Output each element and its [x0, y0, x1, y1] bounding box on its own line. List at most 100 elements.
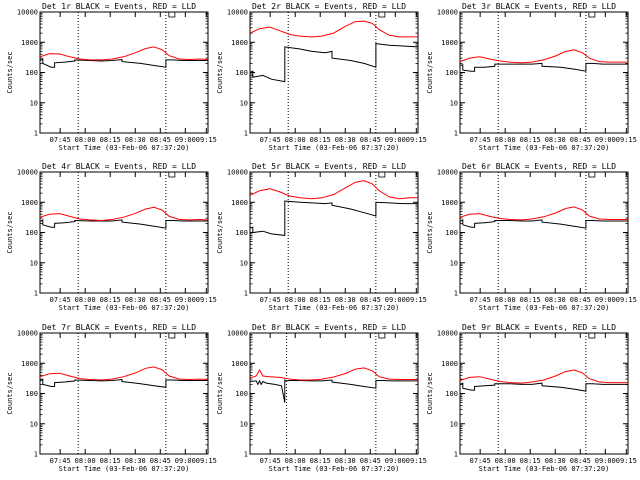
panel-title: Det 3r BLACK = Events, RED = LLD — [462, 2, 616, 11]
y-tick-label: 1 — [244, 290, 248, 298]
plot-frame — [249, 11, 419, 134]
x-tick-label: 08:30 — [545, 296, 566, 304]
y-tick-label: 1000 — [231, 199, 248, 207]
detector-panel-5: Det 5r BLACK = Events, RED = LLD 1 10 100 10… — [216, 162, 427, 312]
marker-box — [588, 171, 596, 178]
x-tick-label: 08:00 — [285, 136, 306, 144]
x-tick-label: 07:45 — [470, 136, 491, 144]
x-tick-label: 08:45 — [570, 296, 591, 304]
y-axis-label: Counts/sec — [216, 51, 224, 93]
y-axis-label: Counts/sec — [426, 51, 434, 93]
x-axis-label: Start Time (03-Feb-06 07:37:20) — [59, 304, 190, 312]
detector-panel-2: Det 2r BLACK = Events, RED = LLD 1 10 100 10… — [216, 2, 427, 152]
x-tick-label: 09:15 — [406, 457, 427, 465]
x-tick-label: 08:15 — [520, 296, 541, 304]
y-axis-label: Counts/sec — [6, 51, 14, 93]
y-tick-label: 1 — [34, 130, 38, 138]
x-tick-label: 08:30 — [335, 296, 356, 304]
x-tick-label: 08:30 — [125, 136, 146, 144]
x-tick-label: 07:45 — [260, 457, 281, 465]
panel-title: Det 2r BLACK = Events, RED = LLD — [252, 2, 406, 11]
y-axis-label: Counts/sec — [426, 372, 434, 414]
marker-box — [378, 332, 386, 339]
x-tick-label: 08:15 — [310, 296, 331, 304]
y-tick-label: 1 — [454, 451, 458, 459]
x-axis-label: Start Time (03-Feb-06 07:37:20) — [479, 465, 610, 473]
y-tick-label: 1000 — [21, 360, 38, 368]
x-tick-label: 09:15 — [406, 136, 427, 144]
series-events-line — [249, 43, 419, 83]
x-tick-label: 07:45 — [260, 136, 281, 144]
series-events-line — [39, 58, 208, 68]
detector-panel-9: Det 9r BLACK = Events, RED = LLD 1 10 100 10… — [426, 323, 637, 473]
x-tick-label: 08:30 — [125, 296, 146, 304]
y-tick-label: 1 — [244, 130, 248, 138]
x-tick-label: 08:45 — [360, 457, 381, 465]
plot-frame — [39, 171, 209, 294]
y-tick-label: 100 — [445, 229, 458, 237]
x-tick-label: 09:00 — [385, 457, 406, 465]
x-tick-label: 08:30 — [335, 457, 356, 465]
panel-title: Det 4r BLACK = Events, RED = LLD — [42, 162, 196, 171]
x-tick-label: 08:30 — [125, 457, 146, 465]
y-tick-label: 100 — [445, 69, 458, 77]
x-tick-label: 08:15 — [310, 457, 331, 465]
x-tick-label: 08:15 — [520, 457, 541, 465]
y-axis-label: Counts/sec — [426, 211, 434, 253]
x-tick-label: 09:00 — [175, 457, 196, 465]
x-tick-label: 07:45 — [50, 296, 71, 304]
x-axis-label: Start Time (03-Feb-06 07:37:20) — [269, 144, 400, 152]
detector-panel-3: Det 3r BLACK = Events, RED = LLD 1 10 100 10… — [426, 2, 637, 152]
series-events-line — [249, 200, 418, 236]
y-tick-label: 100 — [235, 69, 248, 77]
marker-box — [168, 171, 176, 178]
panel-title: Det 8r BLACK = Events, RED = LLD — [252, 323, 406, 332]
y-tick-label: 100 — [25, 69, 38, 77]
y-axis-label: Counts/sec — [216, 372, 224, 414]
plot-frame — [459, 171, 629, 294]
x-tick-label: 09:00 — [385, 136, 406, 144]
plot-frame — [39, 332, 209, 455]
plot-frame — [39, 11, 209, 134]
x-axis-label: Start Time (03-Feb-06 07:37:20) — [59, 144, 190, 152]
panel-title: Det 1r BLACK = Events, RED = LLD — [42, 2, 196, 11]
y-tick-label: 100 — [235, 229, 248, 237]
x-tick-label: 08:00 — [75, 457, 96, 465]
x-tick-label: 09:00 — [385, 296, 406, 304]
x-tick-label: 08:45 — [570, 136, 591, 144]
x-axis-label: Start Time (03-Feb-06 07:37:20) — [269, 304, 400, 312]
y-tick-label: 1000 — [231, 360, 248, 368]
x-tick-label: 08:15 — [100, 136, 121, 144]
y-tick-label: 1000 — [231, 39, 248, 47]
series-lld-line — [39, 366, 209, 381]
detector-panel-7: Det 7r BLACK = Events, RED = LLD 1 10 100 10… — [6, 323, 217, 473]
x-tick-label: 08:30 — [335, 136, 356, 144]
x-axis-label: Start Time (03-Feb-06 07:37:20) — [269, 465, 400, 473]
y-tick-label: 10 — [30, 259, 38, 267]
marker-box — [168, 11, 176, 18]
y-axis-label: Counts/sec — [216, 211, 224, 253]
y-tick-label: 10 — [450, 420, 458, 428]
x-tick-label: 09:15 — [196, 296, 217, 304]
x-tick-label: 08:00 — [285, 296, 306, 304]
x-tick-label: 08:00 — [495, 457, 516, 465]
panel-title: Det 9r BLACK = Events, RED = LLD — [462, 323, 616, 332]
x-tick-label: 08:00 — [495, 296, 516, 304]
x-tick-label: 08:30 — [545, 457, 566, 465]
y-tick-label: 1 — [34, 451, 38, 459]
y-tick-label: 1000 — [21, 199, 38, 207]
y-tick-label: 10 — [30, 420, 38, 428]
y-tick-label: 10 — [240, 259, 248, 267]
series-events-line — [39, 219, 208, 229]
x-tick-label: 08:45 — [150, 136, 171, 144]
x-tick-label: 08:00 — [285, 457, 306, 465]
y-tick-label: 10 — [30, 99, 38, 107]
y-axis-label: Counts/sec — [6, 211, 14, 253]
x-tick-label: 09:00 — [595, 136, 616, 144]
x-tick-label: 09:15 — [406, 296, 427, 304]
x-tick-label: 08:45 — [150, 457, 171, 465]
series-lld-line — [249, 367, 418, 381]
y-tick-label: 10000 — [437, 169, 458, 177]
x-tick-label: 08:15 — [100, 296, 121, 304]
